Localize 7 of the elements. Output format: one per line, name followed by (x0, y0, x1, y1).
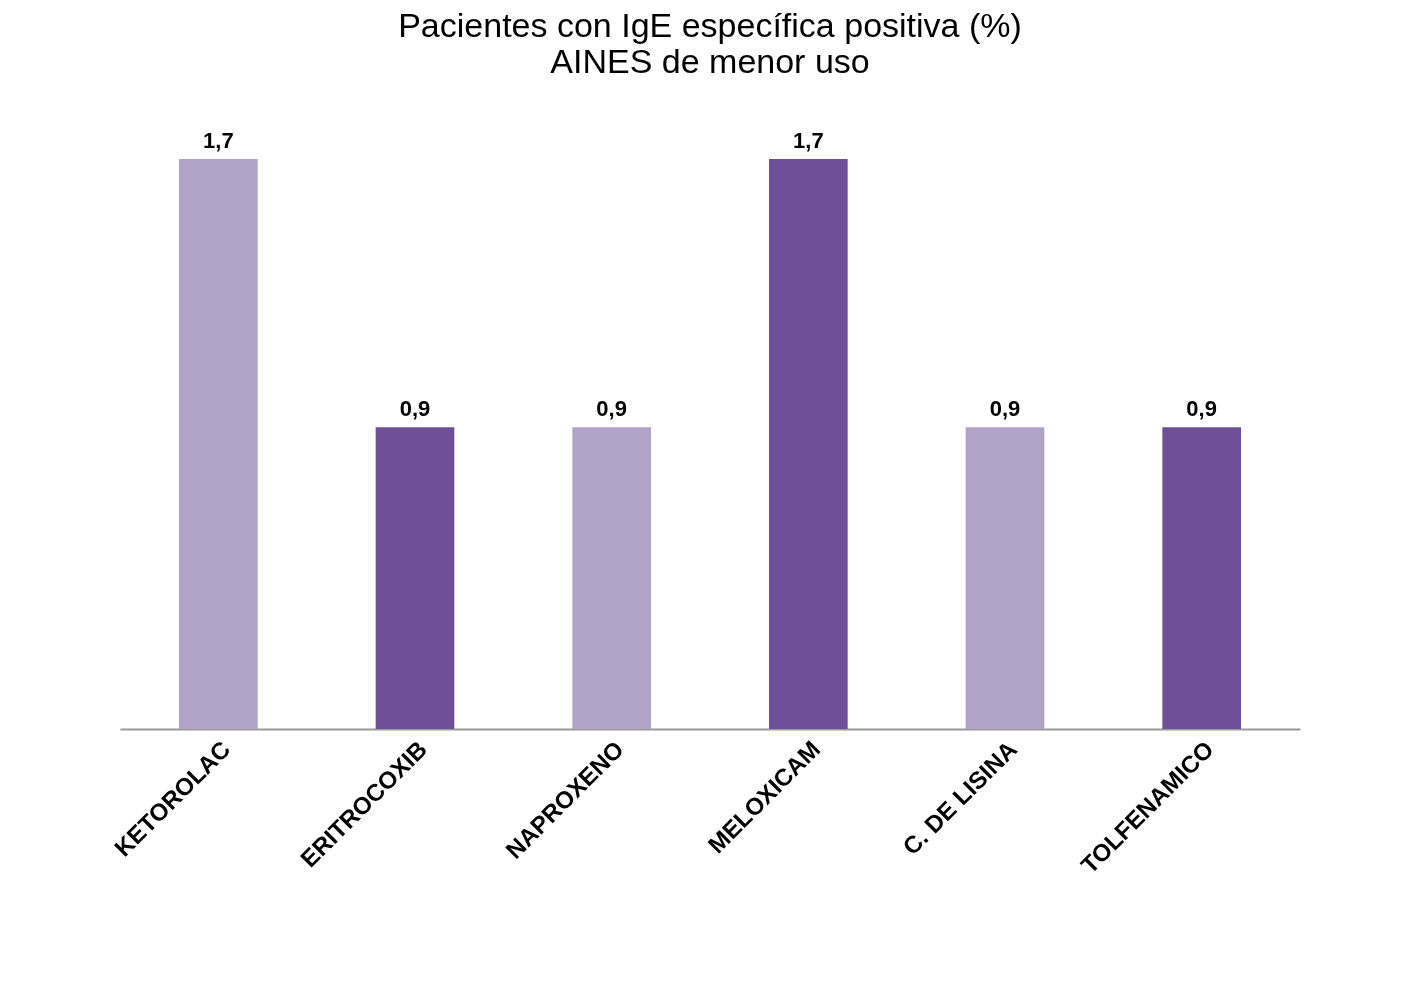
data-label: 1,7 (203, 128, 234, 153)
text: Pacientes con IgE específica positiva (%) (398, 6, 1022, 44)
data-label: 0,9 (1186, 396, 1217, 422)
data-label: 1,7 (793, 128, 824, 153)
data-label: 0,9 (399, 396, 431, 422)
data-label: 0,9 (989, 396, 1021, 422)
data-label: 0,9 (596, 396, 627, 422)
